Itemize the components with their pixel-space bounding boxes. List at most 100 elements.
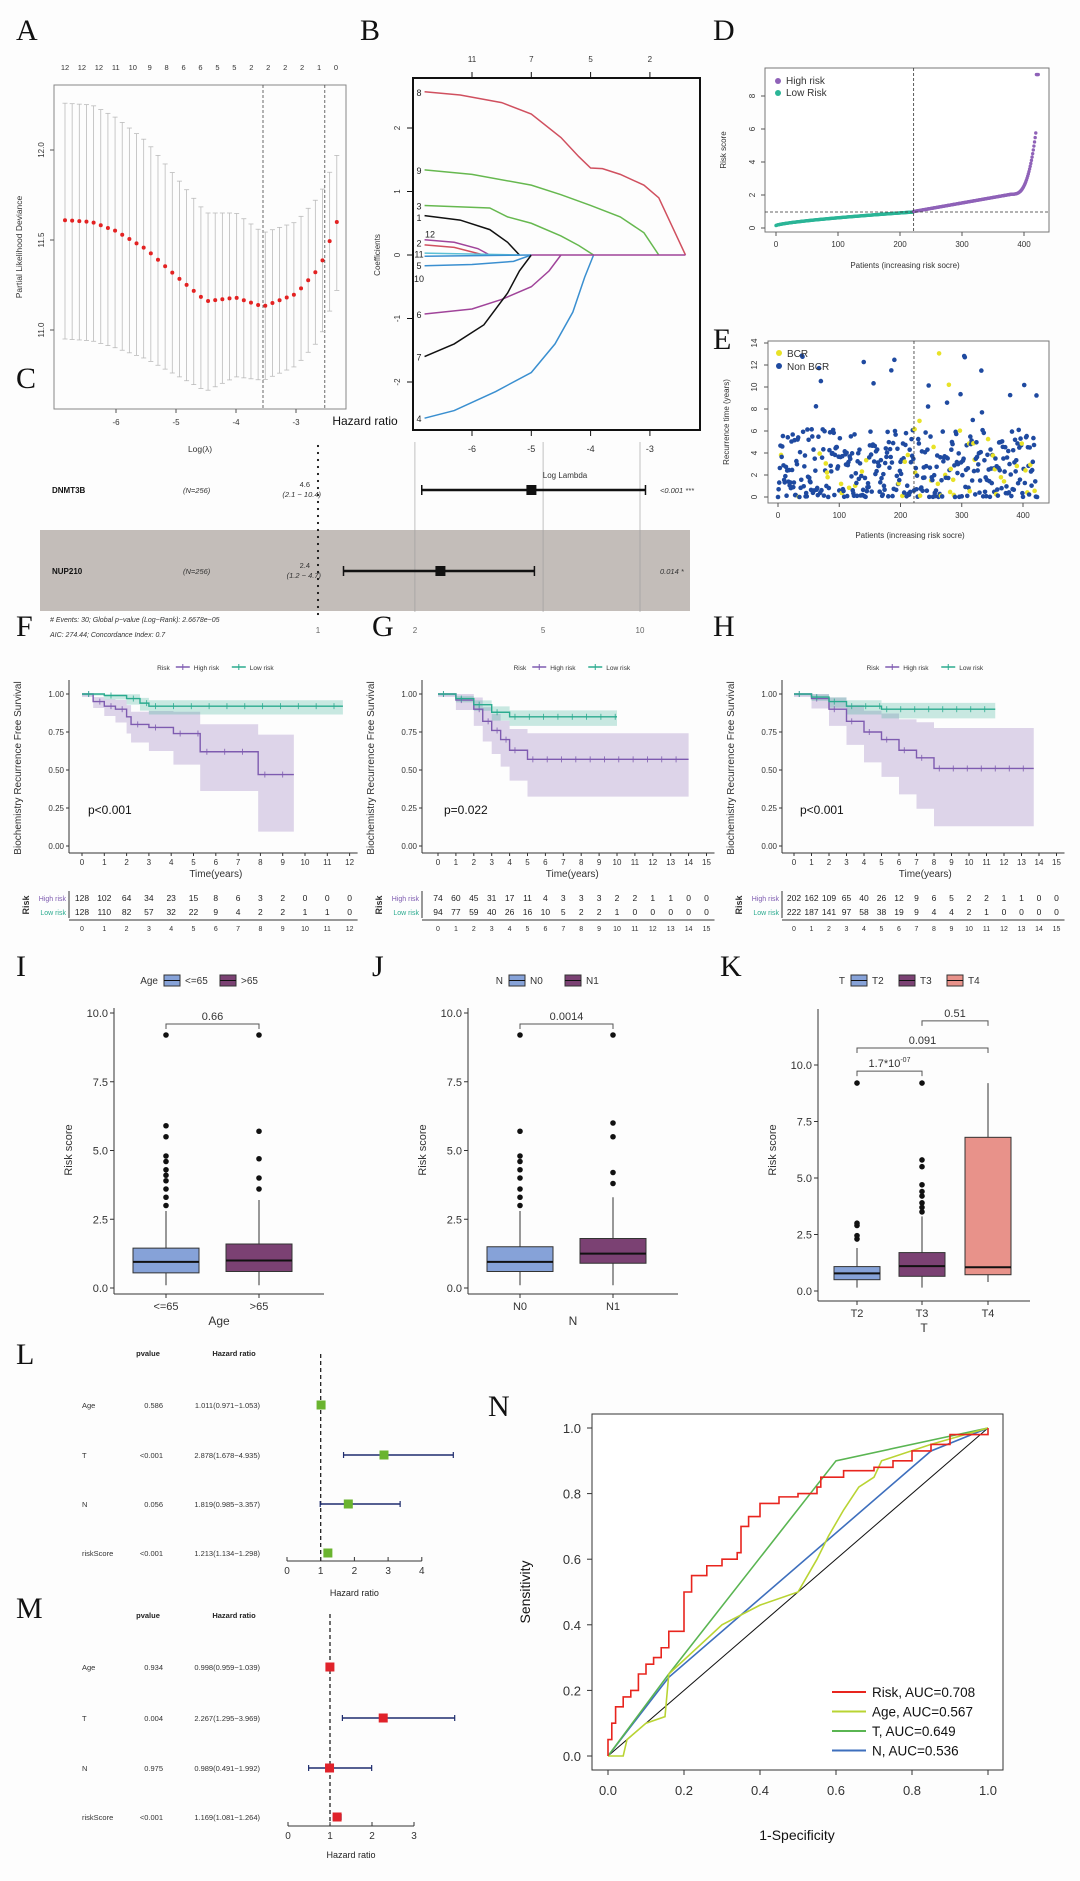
y-axis-title: Risk score [719, 131, 728, 169]
outlier-point [163, 1133, 169, 1140]
non-bcr-point [828, 463, 833, 469]
deviance-point [313, 270, 318, 275]
non-bcr-point [975, 468, 980, 473]
non-bcr-point [826, 485, 832, 491]
non-bcr-point [872, 443, 878, 449]
top-count-label: 2 [300, 63, 304, 72]
non-bcr-point [865, 480, 871, 486]
deviance-point [148, 251, 153, 256]
deviance-point [220, 297, 225, 302]
reference-dot [316, 535, 320, 539]
at-risk-count: 102 [97, 893, 111, 903]
bcr-point [863, 457, 869, 463]
non-bcr-point [819, 487, 824, 493]
at-risk-count: 19 [894, 907, 904, 917]
at-risk-count: 2 [984, 893, 989, 903]
y-tick-label: 0.50 [401, 766, 417, 775]
non-bcr-point [779, 454, 784, 460]
x-tick-label: 100 [833, 511, 847, 520]
non-bcr-point [907, 447, 912, 452]
coefficient-label: 12 [425, 229, 435, 239]
non-bcr-point [859, 473, 864, 479]
deviance-point [320, 258, 325, 263]
y-tick-label: 0.00 [48, 842, 64, 851]
non-bcr-point [1034, 393, 1039, 398]
non-bcr-point [895, 446, 900, 452]
outlier-point [517, 1175, 523, 1181]
x-axis-title: Log(λ) [188, 444, 212, 454]
x-tick-label: 0 [80, 858, 85, 867]
non-bcr-point [893, 487, 899, 493]
top-count-label: 9 [148, 63, 152, 72]
non-bcr-point [1004, 455, 1010, 460]
at-risk-count: 2 [280, 907, 285, 917]
table-x-tick-label: 15 [1053, 926, 1061, 933]
legend-label: N0 [530, 976, 543, 987]
x-tick-label: T4 [982, 1308, 995, 1320]
non-bcr-point [971, 468, 977, 474]
at-risk-count: 0 [1019, 907, 1024, 917]
x-tick-label: 10 [965, 858, 974, 867]
non-bcr-point [961, 456, 966, 462]
non-bcr-point [853, 471, 859, 476]
coefficient-label: 8 [416, 88, 421, 98]
at-risk-count: 26 [505, 907, 515, 917]
legend-marker [776, 350, 782, 356]
at-risk-count: 94 [433, 907, 443, 917]
non-bcr-point [1006, 490, 1012, 495]
forest-footer: AIC: 274.44; Concordance Index: 0.7 [49, 632, 166, 639]
y-tick-label: 2.5 [797, 1230, 812, 1242]
x-tick-label: 0.8 [903, 1783, 921, 1798]
non-bcr-point [927, 465, 933, 470]
coefficient-path [424, 169, 660, 256]
non-bcr-point [939, 494, 945, 499]
y-tick-label: 1.00 [48, 690, 64, 699]
at-risk-count: 141 [822, 907, 836, 917]
y-tick-label: 0.6 [563, 1552, 581, 1567]
at-risk-count: 0 [1037, 893, 1042, 903]
non-bcr-point [1002, 444, 1008, 450]
table-x-tick-label: 12 [649, 926, 657, 933]
y-tick-label: 0.8 [563, 1487, 581, 1502]
deviance-point [63, 218, 67, 223]
non-bcr-point [952, 494, 958, 500]
non-bcr-point [844, 493, 850, 499]
deviance-point [170, 270, 175, 275]
table-x-tick-label: 5 [880, 926, 884, 933]
x-tick-label: -3 [646, 444, 654, 454]
non-bcr-point [1007, 461, 1012, 467]
panel-label-k: K [720, 950, 742, 983]
panel-label-j: J [372, 950, 384, 983]
outlier-point [163, 1172, 169, 1179]
deviance-point [213, 298, 218, 303]
box-65 [132, 1247, 200, 1274]
plot-frame [764, 67, 1050, 233]
outlier-point [854, 1220, 860, 1226]
deviance-point [299, 286, 304, 291]
bcr-point [948, 466, 954, 472]
non-bcr-point [903, 442, 908, 448]
at-risk-count: 31 [487, 893, 497, 903]
at-risk-count: 26 [877, 893, 887, 903]
legend-title: Risk [514, 665, 527, 672]
non-bcr-point [887, 465, 892, 471]
x-tick-label: 0.6 [827, 1783, 845, 1798]
non-bcr-point [813, 404, 819, 409]
reference-dot [316, 549, 320, 553]
x-axis-title: Hazard ratio [330, 1588, 379, 1598]
non-bcr-point [982, 489, 988, 495]
reference-dot [316, 542, 320, 546]
reference-dot [316, 556, 320, 560]
gene-name: DNMT3B [52, 486, 86, 495]
x-tick-label: 5 [879, 858, 884, 867]
y-tick-label: 11.5 [37, 232, 46, 248]
table-x-tick-label: 3 [147, 926, 151, 933]
x-tick-label: -4 [232, 418, 240, 427]
at-risk-count: 10 [541, 907, 551, 917]
non-bcr-point [785, 435, 791, 440]
non-bcr-point [876, 463, 882, 468]
deviance-point [141, 245, 146, 250]
coefficient-path [424, 91, 687, 256]
non-bcr-point [956, 451, 961, 456]
x-tick-label: 10 [636, 626, 645, 635]
